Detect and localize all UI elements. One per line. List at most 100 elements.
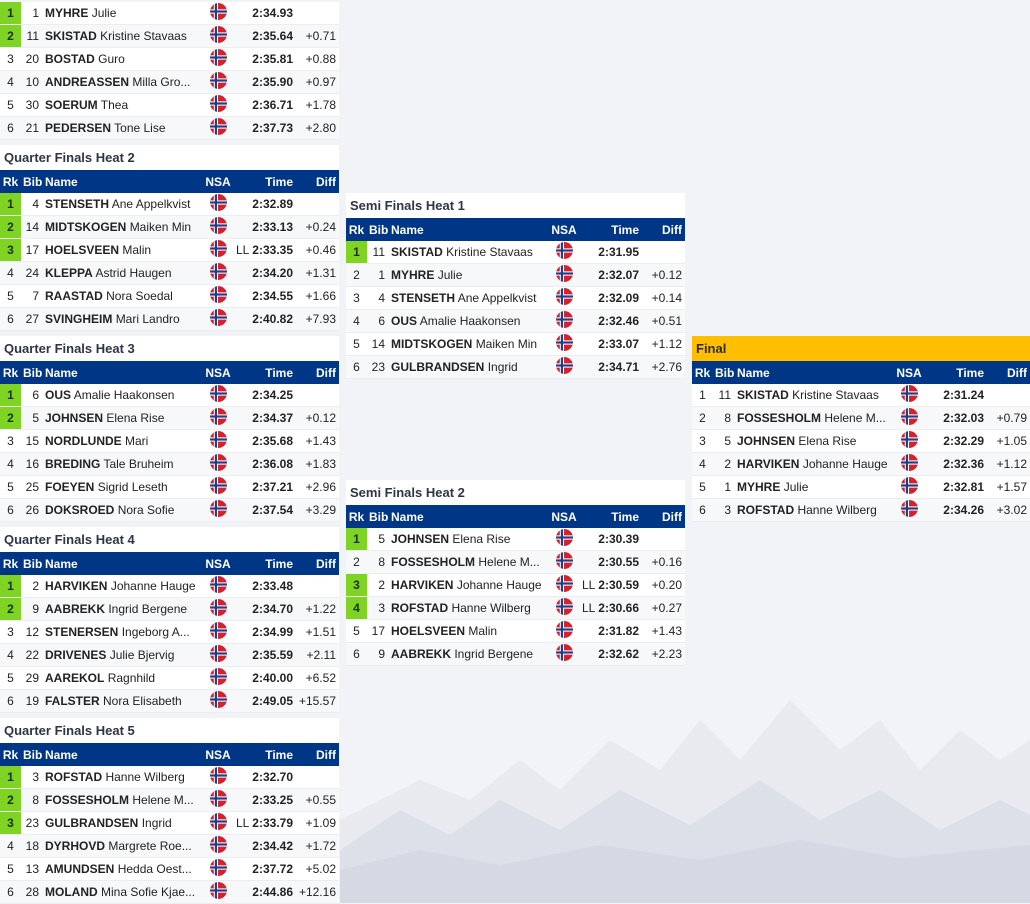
result-row[interactable]: 2 14 MIDTSKOGEN Maiken Min 2:33.13 +0.24 [0,216,339,239]
column-header-rk[interactable]: Rk [348,509,365,524]
column-header-diff[interactable]: Diff [316,174,336,189]
athlete-name[interactable]: ANDREASSEN Milla Gro... [45,75,201,89]
athlete-name[interactable]: GULBRANDSEN Ingrid [45,816,201,830]
result-row[interactable]: 3 20 BOSTAD Guro 2:35.81 +0.88 [0,48,339,71]
athlete-name[interactable]: PEDERSEN Tone Lise [45,121,201,135]
result-row[interactable]: 3 2 HARVIKEN Johanne Hauge LL 2:30.59 +0.20 [346,574,685,597]
athlete-name[interactable]: AMUNDSEN Hedda Oest... [45,862,201,876]
result-row[interactable]: 3 15 NORDLUNDE Mari 2:35.68 +1.43 [0,430,339,453]
result-row[interactable]: 1 5 JOHNSEN Elena Rise 2:30.39 [346,528,685,551]
athlete-name[interactable]: HOELSVEEN Malin [391,624,547,638]
column-header-time[interactable]: Time [956,365,984,380]
column-header-bib[interactable]: Bib [715,365,735,380]
result-row[interactable]: 5 29 AAREKOL Ragnhild 2:40.00 +6.52 [0,667,339,690]
athlete-name[interactable]: AAREKOL Ragnhild [45,671,201,685]
athlete-name[interactable]: AABREKK Ingrid Bergene [45,602,201,616]
column-header-rk[interactable]: Rk [694,365,711,380]
result-row[interactable]: 6 23 GULBRANDSEN Ingrid 2:34.71 +2.76 [346,356,685,379]
athlete-name[interactable]: ROFSTAD Hanne Wilberg [737,503,892,517]
column-header-name[interactable]: Name [391,222,424,237]
result-row[interactable]: 2 5 JOHNSEN Elena Rise 2:34.37 +0.12 [0,407,339,430]
result-row[interactable]: 4 24 KLEPPA Astrid Haugen 2:34.20 +1.31 [0,262,339,285]
column-header-name[interactable]: Name [737,365,770,380]
column-header-name[interactable]: Name [45,174,78,189]
athlete-name[interactable]: BOSTAD Guro [45,52,201,66]
column-header-bib[interactable]: Bib [23,747,43,762]
column-header-diff[interactable]: Diff [662,222,682,237]
athlete-name[interactable]: JOHNSEN Elena Rise [737,434,892,448]
athlete-name[interactable]: MIDTSKOGEN Maiken Min [391,337,547,351]
athlete-name[interactable]: OUS Amalie Haakonsen [45,388,201,402]
athlete-name[interactable]: MOLAND Mina Sofie Kjae... [45,885,201,899]
result-row[interactable]: 6 3 ROFSTAD Hanne Wilberg 2:34.26 +3.02 [692,499,1030,522]
athlete-name[interactable]: HARVIKEN Johanne Hauge [737,457,892,471]
athlete-name[interactable]: DYRHOVD Margrete Roe... [45,839,201,853]
result-row[interactable]: 5 13 AMUNDSEN Hedda Oest... 2:37.72 +5.02 [0,858,339,881]
column-header-bib[interactable]: Bib [369,509,389,524]
result-row[interactable]: 2 8 FOSSESHOLM Helene M... 2:33.25 +0.55 [0,789,339,812]
athlete-name[interactable]: MYHRE Julie [391,268,547,282]
athlete-name[interactable]: GULBRANDSEN Ingrid [391,360,547,374]
column-header-rk[interactable]: Rk [348,222,365,237]
result-row[interactable]: 1 1 MYHRE Julie 2:34.93 [0,2,339,25]
athlete-name[interactable]: DOKSROED Nora Sofie [45,503,201,517]
athlete-name[interactable]: KLEPPA Astrid Haugen [45,266,201,280]
column-header-diff[interactable]: Diff [1007,365,1027,380]
result-row[interactable]: 5 14 MIDTSKOGEN Maiken Min 2:33.07 +1.12 [346,333,685,356]
result-row[interactable]: 6 26 DOKSROED Nora Sofie 2:37.54 +3.29 [0,499,339,522]
result-row[interactable]: 4 2 HARVIKEN Johanne Hauge 2:32.36 +1.12 [692,453,1030,476]
athlete-name[interactable]: NORDLUNDE Mari [45,434,201,448]
athlete-name[interactable]: JOHNSEN Elena Rise [45,411,201,425]
result-row[interactable]: 1 2 HARVIKEN Johanne Hauge 2:33.48 [0,575,339,598]
column-header-rk[interactable]: Rk [2,556,19,571]
athlete-name[interactable]: STENERSEN Ingeborg A... [45,625,201,639]
column-header-diff[interactable]: Diff [316,747,336,762]
column-header-bib[interactable]: Bib [369,222,389,237]
result-row[interactable]: 2 1 MYHRE Julie 2:32.07 +0.12 [346,264,685,287]
result-row[interactable]: 5 17 HOELSVEEN Malin 2:31.82 +1.43 [346,620,685,643]
column-header-time[interactable]: Time [265,747,293,762]
column-header-name[interactable]: Name [45,747,78,762]
athlete-name[interactable]: RAASTAD Nora Soedal [45,289,201,303]
column-header-bib[interactable]: Bib [23,556,43,571]
column-header-diff[interactable]: Diff [316,365,336,380]
athlete-name[interactable]: JOHNSEN Elena Rise [391,532,547,546]
result-row[interactable]: 1 3 ROFSTAD Hanne Wilberg 2:32.70 [0,766,339,789]
athlete-name[interactable]: AABREKK Ingrid Bergene [391,647,547,661]
athlete-name[interactable]: STENSETH Ane Appelkvist [391,291,547,305]
column-header-diff[interactable]: Diff [316,556,336,571]
result-row[interactable]: 3 23 GULBRANDSEN Ingrid LL 2:33.79 +1.09 [0,812,339,835]
athlete-name[interactable]: ROFSTAD Hanne Wilberg [45,770,201,784]
result-row[interactable]: 1 4 STENSETH Ane Appelkvist 2:32.89 [0,193,339,216]
column-header-rk[interactable]: Rk [2,365,19,380]
athlete-name[interactable]: MIDTSKOGEN Maiken Min [45,220,201,234]
result-row[interactable]: 2 11 SKISTAD Kristine Stavaas 2:35.64 +0.71 [0,25,339,48]
athlete-name[interactable]: OUS Amalie Haakonsen [391,314,547,328]
result-row[interactable]: 5 30 SOERUM Thea 2:36.71 +1.78 [0,94,339,117]
column-header-nsa[interactable]: NSA [551,222,577,237]
athlete-name[interactable]: SKISTAD Kristine Stavaas [45,29,201,43]
column-header-rk[interactable]: Rk [2,174,19,189]
result-row[interactable]: 6 9 AABREKK Ingrid Bergene 2:32.62 +2.23 [346,643,685,666]
result-row[interactable]: 4 3 ROFSTAD Hanne Wilberg LL 2:30.66 +0.27 [346,597,685,620]
result-row[interactable]: 3 12 STENERSEN Ingeborg A... 2:34.99 +1.51 [0,621,339,644]
column-header-nsa[interactable]: NSA [205,747,231,762]
athlete-name[interactable]: MYHRE Julie [45,6,201,20]
athlete-name[interactable]: SKISTAD Kristine Stavaas [737,388,892,402]
column-header-bib[interactable]: Bib [23,365,43,380]
column-header-time[interactable]: Time [611,222,639,237]
result-row[interactable]: 4 6 OUS Amalie Haakonsen 2:32.46 +0.51 [346,310,685,333]
athlete-name[interactable]: FOEYEN Sigrid Leseth [45,480,201,494]
result-row[interactable]: 1 11 SKISTAD Kristine Stavaas 2:31.24 [692,384,1030,407]
athlete-name[interactable]: BREDING Tale Bruheim [45,457,201,471]
result-row[interactable]: 5 1 MYHRE Julie 2:32.81 +1.57 [692,476,1030,499]
column-header-time[interactable]: Time [611,509,639,524]
athlete-name[interactable]: ROFSTAD Hanne Wilberg [391,601,547,615]
column-header-diff[interactable]: Diff [662,509,682,524]
result-row[interactable]: 2 8 FOSSESHOLM Helene M... 2:30.55 +0.16 [346,551,685,574]
athlete-name[interactable]: STENSETH Ane Appelkvist [45,197,201,211]
result-row[interactable]: 1 6 OUS Amalie Haakonsen 2:34.25 [0,384,339,407]
athlete-name[interactable]: FOSSESHOLM Helene M... [737,411,892,425]
column-header-time[interactable]: Time [265,365,293,380]
column-header-rk[interactable]: Rk [2,747,19,762]
